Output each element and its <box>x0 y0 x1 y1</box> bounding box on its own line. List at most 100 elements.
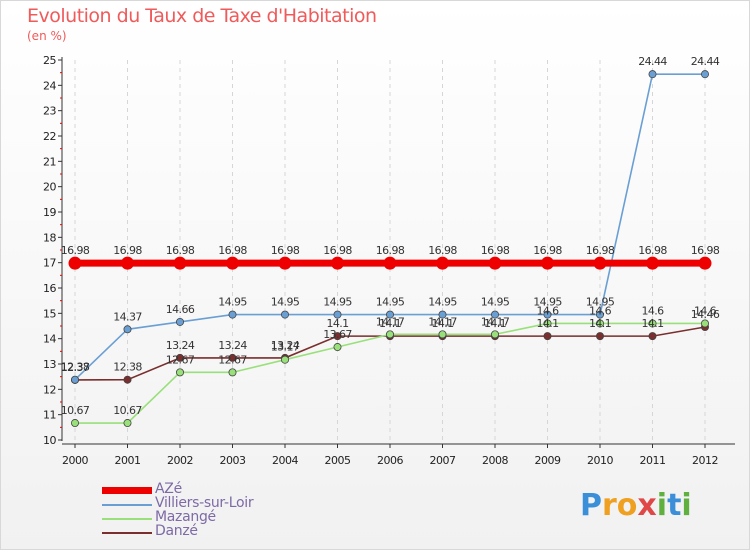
y-tick-label: 12 <box>43 383 56 396</box>
x-tick-label: 2006 <box>377 454 403 467</box>
data-label: 24.44 <box>638 55 667 68</box>
legend-swatch-aze <box>102 487 152 494</box>
chart-title: Evolution du Taux de Taxe d'Habitation <box>27 5 377 27</box>
data-point <box>698 256 712 270</box>
y-tick-label: 21 <box>43 155 56 168</box>
data-label: 14.17 <box>376 315 405 328</box>
data-label: 14.95 <box>481 296 510 309</box>
data-label: 14.6 <box>694 304 717 317</box>
data-point <box>488 256 502 270</box>
data-label: 16.98 <box>428 244 457 257</box>
proxiti-logo: Proxiti <box>580 488 692 523</box>
data-label: 16.98 <box>271 244 300 257</box>
logo-letter: x <box>637 488 657 523</box>
logo-letter: i <box>681 488 692 523</box>
y-tick-label: 22 <box>43 130 56 143</box>
data-label: 16.98 <box>376 244 405 257</box>
data-label: 14.95 <box>376 296 405 309</box>
data-label: 16.98 <box>113 244 142 257</box>
legend-label-danze: Danzé <box>155 523 198 539</box>
data-point <box>543 310 552 319</box>
data-label: 13.24 <box>271 339 300 352</box>
data-label: 13.24 <box>166 339 195 352</box>
data-point <box>541 256 554 270</box>
y-tick-label: 25 <box>43 54 56 67</box>
data-point <box>226 256 239 270</box>
y-tick-label: 13 <box>43 358 56 371</box>
logo-letter: P <box>580 488 602 523</box>
legend-swatch-danze <box>102 532 152 534</box>
x-tick-label: 2007 <box>430 454 456 467</box>
data-point <box>121 256 134 270</box>
y-tick-label: 16 <box>43 282 56 295</box>
data-point <box>173 256 187 270</box>
data-label: 14.1 <box>536 317 558 330</box>
data-label: 12.38 <box>113 361 142 374</box>
data-point <box>278 256 292 270</box>
data-point <box>646 256 659 270</box>
data-label: 12.38 <box>61 361 90 374</box>
data-point <box>701 70 710 79</box>
data-point <box>228 310 237 319</box>
data-point <box>596 310 605 319</box>
y-tick-label: 11 <box>43 409 56 422</box>
x-tick-label: 2011 <box>640 454 666 467</box>
data-label: 14.6 <box>641 304 664 317</box>
data-label: 12.37 <box>61 361 90 374</box>
data-label: 14.37 <box>113 310 142 323</box>
data-label: 14.95 <box>586 296 615 309</box>
x-tick-label: 2001 <box>115 454 141 467</box>
logo-letter: t <box>667 488 682 523</box>
data-label: 14.6 <box>589 304 612 317</box>
data-label: 16.98 <box>481 244 510 257</box>
data-label: 14.95 <box>533 296 562 309</box>
data-point <box>596 319 605 328</box>
data-label: 14.17 <box>481 315 510 328</box>
data-point <box>596 332 605 341</box>
y-tick-label: 15 <box>43 307 56 320</box>
data-point <box>438 330 447 339</box>
data-label: 14.1 <box>589 317 611 330</box>
data-point <box>71 375 80 384</box>
data-point <box>280 355 289 364</box>
data-label: 14.95 <box>218 296 247 309</box>
data-point <box>543 319 552 328</box>
data-point <box>228 353 237 362</box>
logo-letter: i <box>656 488 668 523</box>
data-point <box>701 319 710 328</box>
data-label: 12.67 <box>166 353 195 366</box>
data-point <box>383 256 397 270</box>
data-point <box>333 343 342 352</box>
data-label: 16.98 <box>691 244 720 257</box>
data-label: 10.67 <box>61 404 90 417</box>
data-label: 14.95 <box>271 296 300 309</box>
data-label: 16.98 <box>61 244 90 257</box>
data-point <box>68 256 82 270</box>
data-label: 14.17 <box>428 315 457 328</box>
data-point <box>123 325 132 334</box>
data-label: 16.98 <box>586 244 615 257</box>
data-point <box>490 310 499 319</box>
data-point <box>331 256 344 270</box>
data-label: 14.95 <box>428 296 457 309</box>
y-tick-label: 19 <box>43 206 56 219</box>
legend-label-villiers: Villiers-sur-Loir <box>155 495 254 511</box>
data-label: 14.1 <box>641 317 663 330</box>
x-tick-label: 2010 <box>587 454 613 467</box>
legend-label-mazange: Mazangé <box>155 509 216 525</box>
data-label: 14.6 <box>536 304 559 317</box>
data-label: 14.95 <box>323 296 352 309</box>
chart-unit-label: (en %) <box>27 29 67 43</box>
data-label: 24.44 <box>691 55 720 68</box>
legend-swatch-villiers <box>102 504 152 506</box>
data-label: 12.67 <box>218 353 247 366</box>
data-point <box>593 256 607 270</box>
data-point <box>333 310 342 319</box>
x-tick-label: 2000 <box>62 454 88 467</box>
data-label: 16.98 <box>166 244 195 257</box>
data-label: 13.17 <box>271 341 300 354</box>
data-label: 16.98 <box>218 244 247 257</box>
data-point <box>648 319 657 328</box>
data-point <box>333 332 342 341</box>
